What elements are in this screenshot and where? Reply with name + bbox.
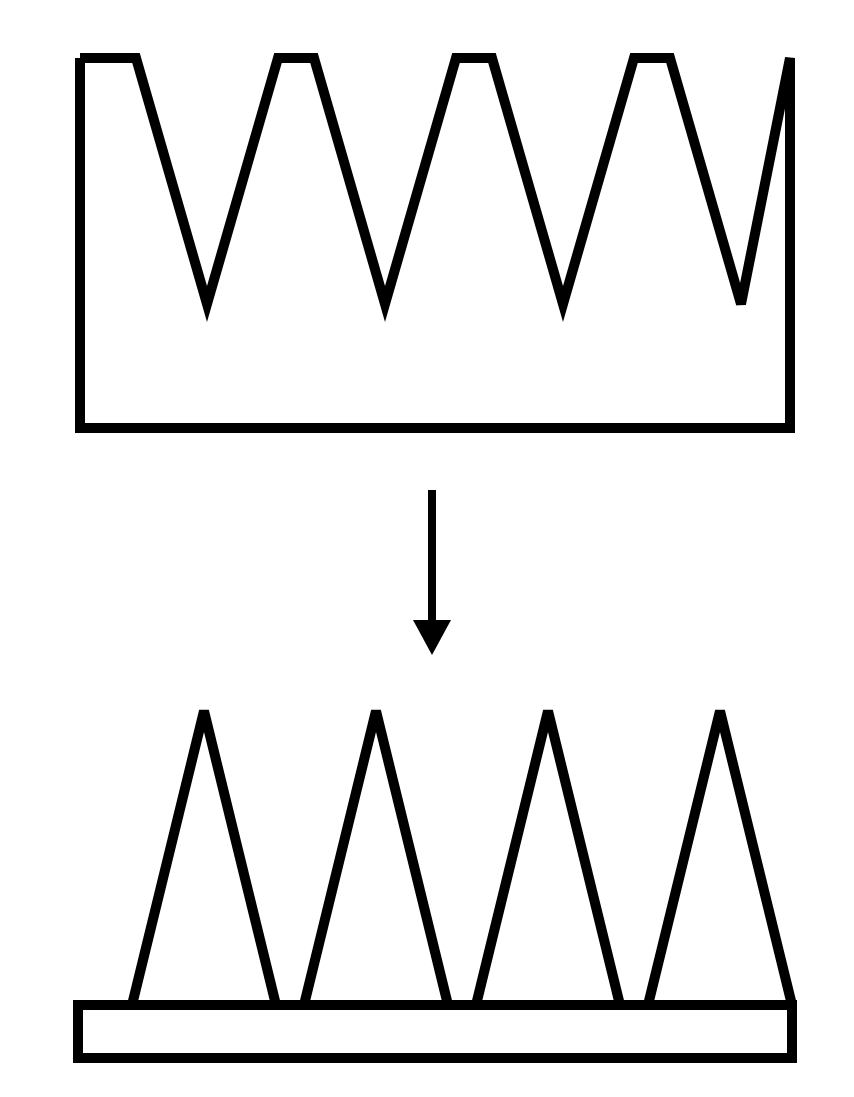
diagram-svg	[0, 0, 854, 1097]
cover-a3	[0, 0, 854, 445]
diagram-container: A B	[0, 0, 854, 1097]
arrow-down	[413, 490, 451, 655]
arrow-head	[413, 620, 451, 655]
